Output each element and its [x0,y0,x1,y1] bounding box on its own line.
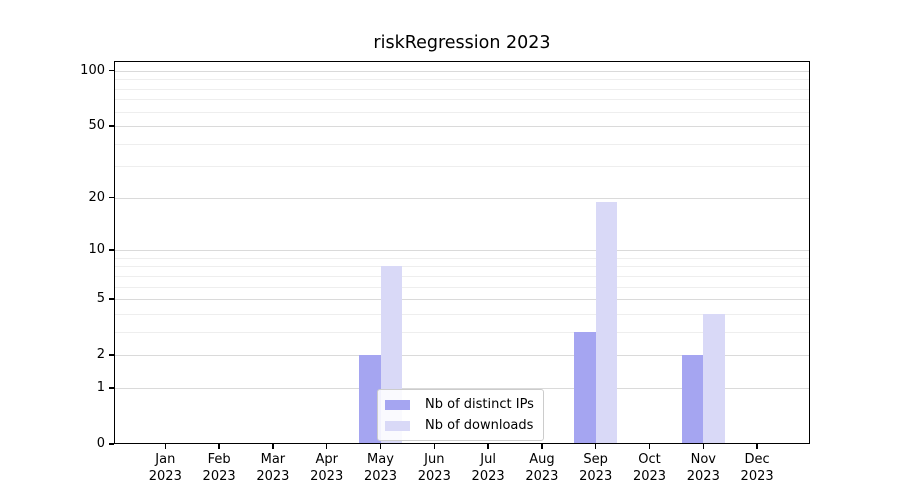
plot-area [114,61,810,444]
x-tick-label: Jul 2023 [471,452,505,484]
bar-distinct-ips-nov [681,355,704,444]
y-tick-label: 2 [96,347,105,363]
gridline-minor [114,275,810,277]
x-tick-label: Mar 2023 [256,452,290,484]
legend-label: Nb of distinct IPs [425,397,534,412]
x-tick-label: May 2023 [363,452,398,484]
chart-title: riskRegression 2023 [373,33,551,53]
gridline-major [114,250,810,252]
gridline-minor [114,331,810,333]
x-tick-label: Aug 2023 [525,452,559,484]
x-tick-mark [595,444,597,449]
gridline-minor [114,111,810,113]
gridline-minor [114,313,810,315]
x-tick-label: Feb 2023 [202,452,236,484]
y-tick-mark [109,70,114,72]
y-tick-mark [109,387,114,389]
y-tick-label: 1 [96,379,105,395]
x-tick-mark [379,444,382,449]
y-tick-label: 10 [88,242,105,258]
y-tick-mark [109,443,114,445]
gridline-major [114,126,810,128]
bar-distinct-ips-may [359,355,381,444]
x-tick-mark [487,444,489,449]
gridline-major [114,387,810,389]
y-tick-mark [109,298,114,300]
y-tick-label: 0 [96,436,105,451]
x-tick-label: Oct 2023 [632,452,667,484]
legend-swatch [385,399,410,410]
x-tick-mark [272,444,274,449]
x-tick-mark [326,444,328,449]
gridline-minor [114,88,810,90]
gridline-minor [114,257,810,259]
gridline-minor [114,166,810,168]
gridline-major [114,355,810,357]
x-tick-label: Sep 2023 [579,452,613,484]
y-tick-label: 100 [80,62,105,78]
y-tick-mark [109,197,114,199]
y-tick-mark [109,354,114,356]
x-tick-label: Jan 2023 [148,452,182,484]
y-tick-label: 20 [88,189,105,205]
gridline-minor [114,99,810,101]
x-tick-label: Apr 2023 [310,452,344,484]
gridline-minor [114,266,810,268]
bar-downloads-sep [595,201,618,444]
x-tick-mark [756,444,758,449]
x-tick-mark [702,444,704,449]
gridline-minor [114,79,810,81]
gridline-major [114,70,810,72]
x-tick-label: Nov 2023 [686,452,720,484]
gridline-minor [114,143,810,145]
y-tick-mark [109,125,114,127]
x-tick-mark [433,444,435,449]
legend-item: Nb of downloads [385,416,534,435]
y-tick-mark [109,249,114,251]
x-tick-mark [541,444,543,449]
x-tick-label: Jun 2023 [417,452,451,484]
legend-item: Nb of distinct IPs [385,395,534,414]
y-tick-label: 5 [96,291,105,307]
y-tick-label: 50 [88,118,105,134]
legend-swatch [385,420,410,431]
gridline-major [114,299,810,301]
legend-label: Nb of downloads [425,418,534,433]
x-tick-mark [164,444,166,449]
gridline-major [114,197,810,199]
x-tick-mark [218,444,220,449]
x-tick-mark [648,444,651,449]
gridline-minor [114,286,810,288]
x-tick-label: Dec 2023 [740,452,774,484]
legend: Nb of distinct IPs Nb of downloads [377,389,544,441]
bar-downloads-nov [703,313,725,444]
bar-distinct-ips-sep [574,331,596,444]
